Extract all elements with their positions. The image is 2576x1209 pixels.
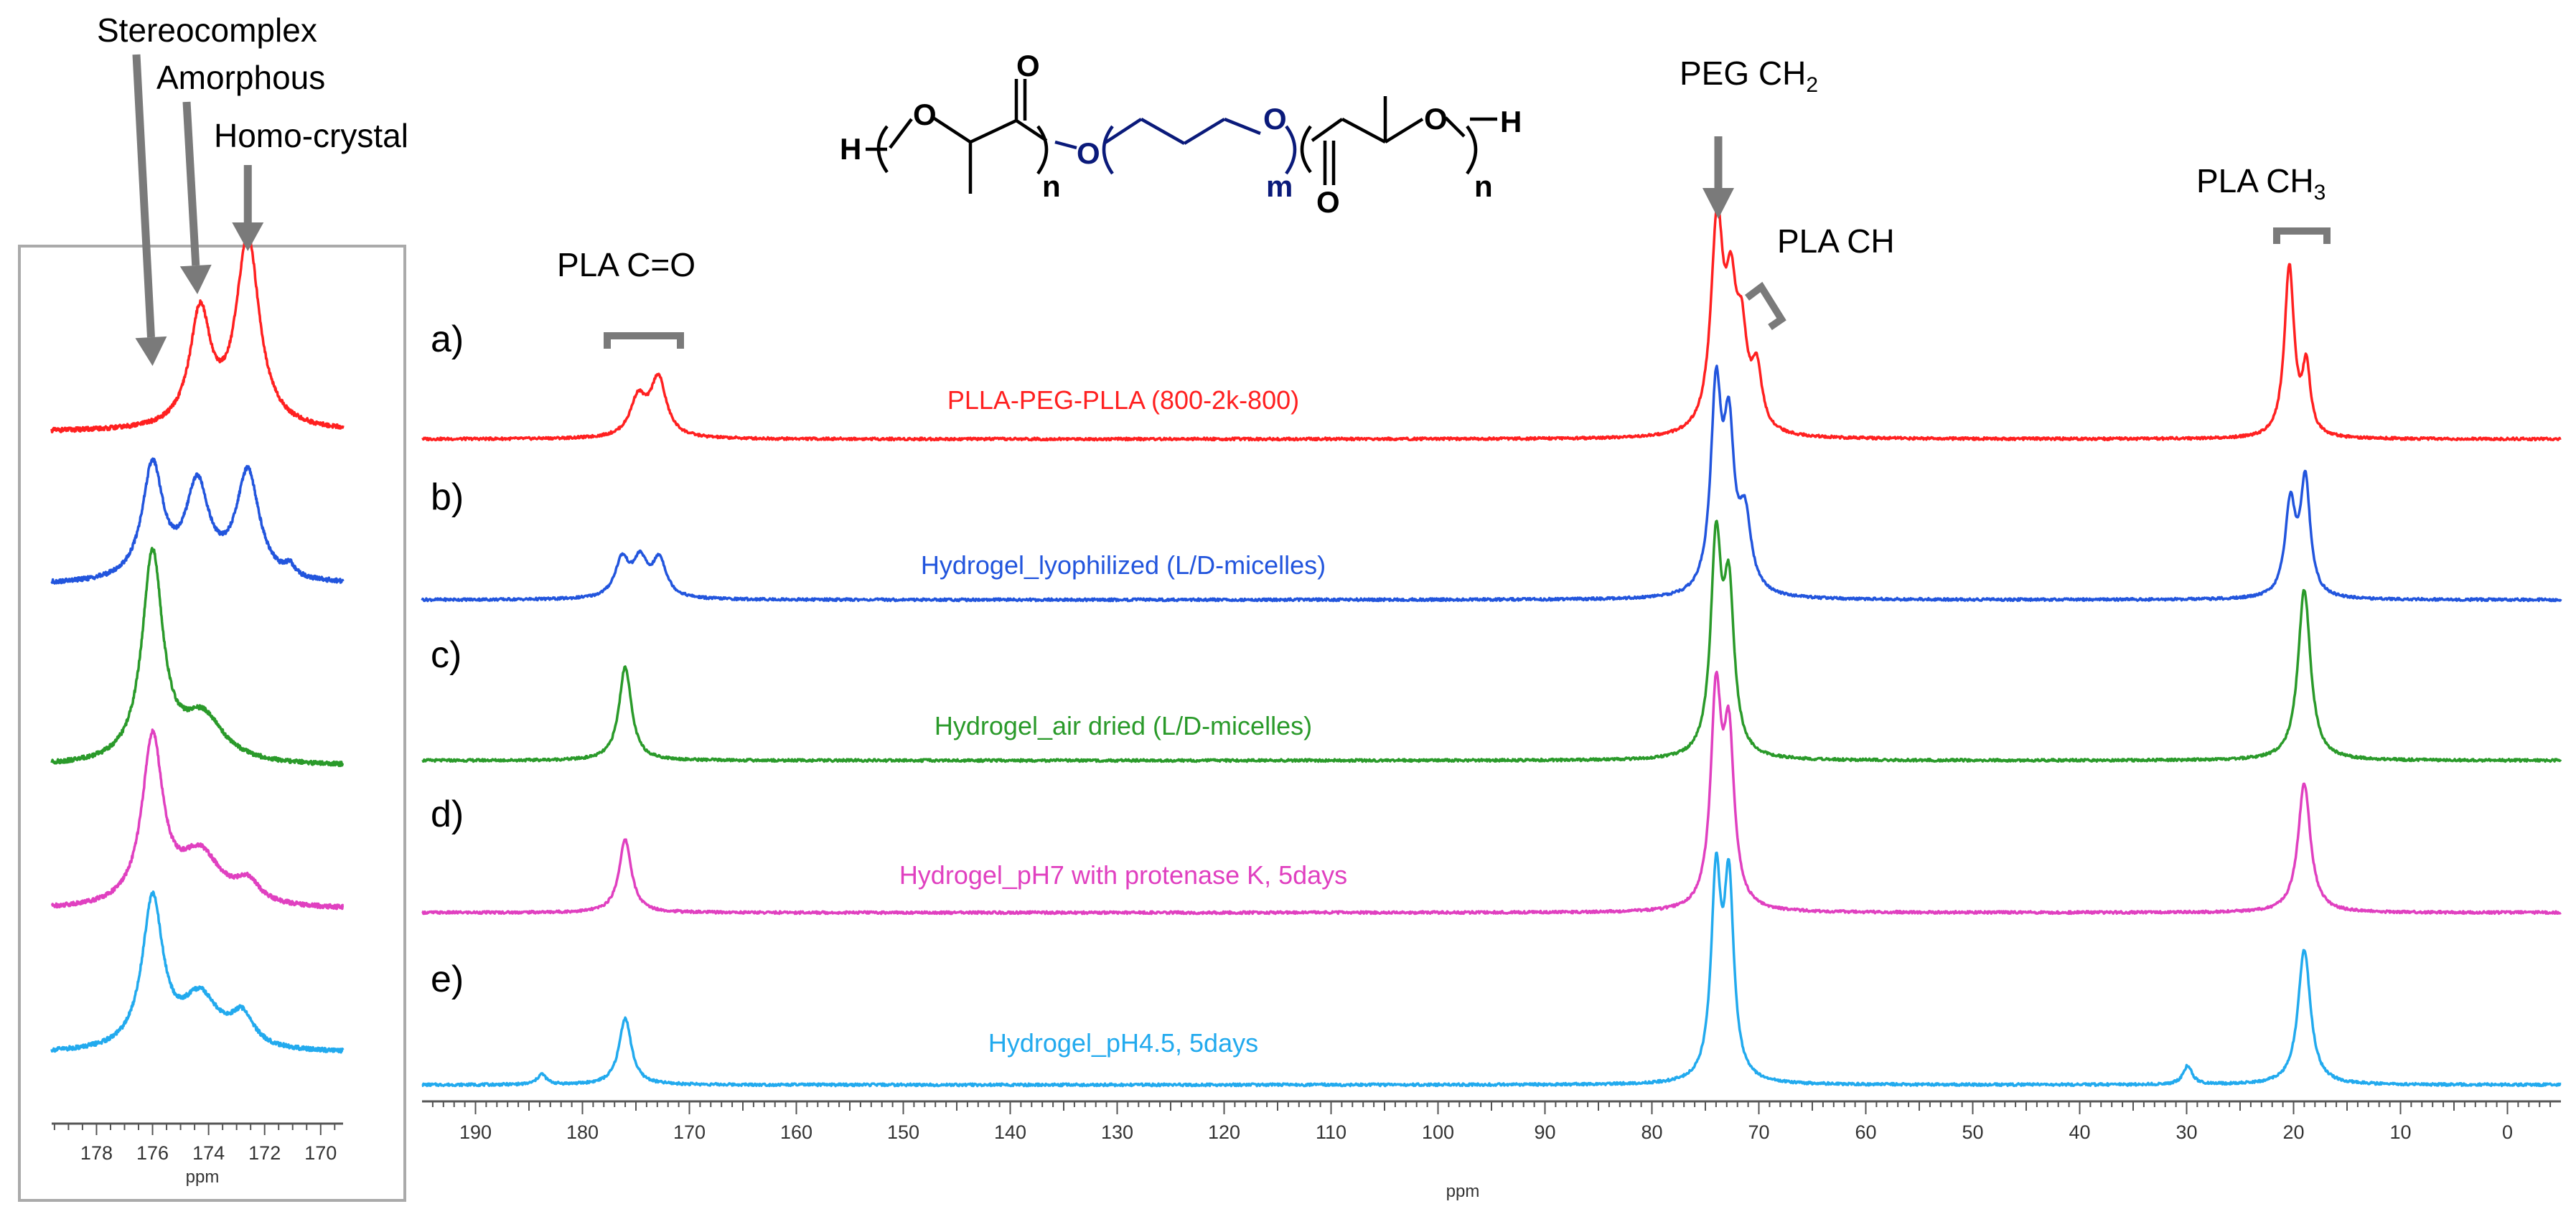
main-x-tick-label: 130 — [1101, 1121, 1133, 1143]
inset-x-axis: 178 176 174 172 170 — [52, 1122, 343, 1164]
inset-x-axis-label: ppm — [186, 1167, 220, 1187]
main-spectrum-e — [421, 851, 2562, 1088]
main-spectrum-c — [421, 519, 2562, 763]
structure-o-2: O — [1077, 136, 1100, 170]
main-spectrum-labels: PLLA-PEG-PLLA (800-2k-800) Hydrogel_lyoph… — [899, 385, 1347, 1058]
main-x-tick-label: 0 — [2502, 1121, 2513, 1143]
spectrum-label-a: PLLA-PEG-PLLA (800-2k-800) — [947, 385, 1299, 415]
structure-h-left: H — [840, 132, 861, 166]
bracket-pla-ch3 — [2273, 227, 2331, 244]
spectrum-label-c: Hydrogel_air dried (L/D-micelles) — [935, 711, 1312, 740]
inset-panel: 178 176 174 172 170 ppm Stereocomplex Amorph… — [18, 11, 408, 1202]
structure-o-4: O — [1424, 102, 1448, 136]
inset-spectrum-a — [50, 231, 345, 434]
inset-arrow-shaft — [182, 101, 200, 266]
main-x-tick-label: 140 — [994, 1121, 1026, 1143]
inset-arrow-head — [179, 264, 212, 294]
chemical-structure: H O O O O O O H n m n — [840, 49, 1522, 219]
inset-spectrum-e — [50, 890, 345, 1054]
inset-label-stereocomplex: Stereocomplex — [97, 11, 317, 49]
main-x-tick-label: 180 — [566, 1121, 599, 1143]
inset-x-tick-label: 174 — [192, 1142, 225, 1164]
main-spectrum-a — [421, 202, 2562, 442]
bracket-pla-ch — [1745, 281, 1786, 331]
inset-label-homo-crystal: Homo-crystal — [214, 117, 408, 154]
main-x-tick-label: 20 — [2282, 1121, 2304, 1143]
main-x-tick-label: 100 — [1422, 1121, 1454, 1143]
inset-arrow-head — [232, 222, 264, 251]
inset-spectra — [50, 231, 345, 1054]
panel-letter-c: c) — [431, 634, 462, 676]
main-panel: PLLA-PEG-PLLA (800-2k-800) Hydrogel_lyoph… — [421, 55, 2562, 1201]
spectrum-label-b: Hydrogel_lyophilized (L/D-micelles) — [921, 550, 1326, 580]
inset-x-tick-label: 172 — [248, 1142, 281, 1164]
main-x-tick-label: 120 — [1208, 1121, 1240, 1143]
inset-label-amorphous: Amorphous — [156, 59, 325, 96]
main-x-tick-label: 50 — [1962, 1121, 1983, 1143]
inset-x-tick-label: 176 — [136, 1142, 169, 1164]
panel-letter-b: b) — [431, 476, 464, 518]
main-x-tick-label: 70 — [1748, 1121, 1769, 1143]
main-x-tick-label: 150 — [887, 1121, 919, 1143]
main-spectra — [421, 202, 2562, 1088]
bracket-pla-co — [604, 332, 684, 349]
structure-sub-m: m — [1266, 169, 1293, 203]
main-x-tick-label: 160 — [780, 1121, 812, 1143]
main-x-tick-label: 90 — [1534, 1121, 1555, 1143]
main-x-tick-label: 30 — [2175, 1121, 2197, 1143]
structure-o-3: O — [1263, 102, 1287, 136]
structure-h-right: H — [1500, 105, 1522, 138]
main-spectrum-b — [421, 364, 2562, 603]
annot-pla-ch3: PLA CH3 — [2196, 162, 2326, 204]
structure-sub-n-2: n — [1474, 169, 1493, 203]
annot-peg-ch2-sub: 2 — [1806, 73, 1818, 97]
inset-frame — [18, 245, 406, 1202]
arrow-peg-ch2-head — [1702, 188, 1734, 219]
main-x-tick-label: 40 — [2069, 1121, 2090, 1143]
annot-peg-ch2-text: PEG CH — [1680, 55, 1806, 92]
inset-spectrum-c — [50, 547, 345, 768]
panel-letter-e: e) — [431, 959, 464, 1000]
structure-carbonyl-o-2: O — [1316, 185, 1340, 219]
main-x-tick-label: 80 — [1641, 1121, 1662, 1143]
structure-bonds-black — [866, 79, 1497, 194]
structure-bonds-blue — [1054, 117, 1297, 175]
structure-carbonyl-o-1: O — [1016, 49, 1040, 83]
main-x-tick-label: 190 — [459, 1121, 492, 1143]
inset-spectrum-b — [50, 457, 345, 585]
panel-letter-a: a) — [431, 319, 464, 360]
inset-arrow-head — [135, 336, 167, 366]
spectrum-label-d: Hydrogel_pH7 with protenase K, 5days — [899, 860, 1347, 890]
main-x-tick-label: 170 — [673, 1121, 706, 1143]
structure-sub-n-1: n — [1042, 169, 1061, 203]
annot-pla-ch: PLA CH — [1777, 222, 1895, 260]
main-x-axis-label: ppm — [1446, 1182, 1480, 1201]
annot-pla-co: PLA C=O — [557, 246, 695, 283]
annot-peg-ch2: PEG CH2 — [1680, 55, 1818, 97]
panel-letter-d: d) — [431, 794, 464, 835]
main-x-tick-label: 60 — [1855, 1121, 1876, 1143]
main-x-tick-label: 110 — [1316, 1121, 1346, 1143]
inset-spectrum-d — [50, 728, 345, 911]
structure-o-1: O — [913, 98, 937, 131]
main-x-tick-label: 10 — [2389, 1121, 2411, 1143]
annot-pla-ch3-sub: 3 — [2314, 181, 2326, 204]
inset-arrow-shaft — [132, 54, 155, 338]
spectrum-label-e: Hydrogel_pH4.5, 5days — [988, 1028, 1258, 1058]
main-x-axis: 190 180 170 160 150 140 130 120 110 100 90 80 70 60 50… — [422, 1100, 2561, 1143]
inset-x-tick-label: 170 — [304, 1142, 337, 1164]
inset-arrows — [132, 54, 264, 366]
inset-x-tick-label: 178 — [80, 1142, 113, 1164]
main-spectrum-d — [421, 670, 2562, 916]
annot-pla-ch3-text: PLA CH — [2196, 162, 2314, 199]
